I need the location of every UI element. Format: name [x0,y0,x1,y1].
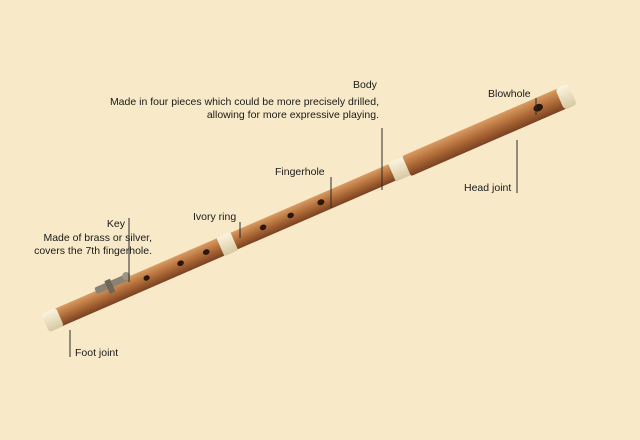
body-label-title: Body [353,79,377,91]
body-description: Made in four pieces which could be more … [110,96,379,122]
lower-body-segment [230,163,399,250]
key-label: Key [107,218,125,231]
key-label-title: Key [106,218,125,230]
fingerhole-label: Fingerhole [275,166,325,178]
body-description-line-2: allowing for more expressive playing. [206,109,379,121]
head-joint-label: Head joint [464,182,512,194]
key [94,272,131,294]
foot-joint-label: Foot joint [75,347,119,359]
head-ivory-cap [556,84,576,109]
body-label: Body [353,79,377,92]
head-joint-segment [402,88,569,176]
upper-ivory-ring [388,157,410,182]
flute [42,84,576,332]
foot-ivory-cap [42,308,63,332]
key-description-line-1: Made of brass or silver, [43,232,152,244]
ivory-ring [217,232,238,256]
ivory-ring-label: Ivory ring [193,211,237,223]
key-description: Made of brass or silver, covers the 7th … [34,232,152,258]
blowhole-label: Blowhole [488,88,531,100]
body-description-line-1: Made in four pieces which could be more … [109,96,379,108]
key-description-line-2: covers the 7th fingerhole. [34,245,152,257]
